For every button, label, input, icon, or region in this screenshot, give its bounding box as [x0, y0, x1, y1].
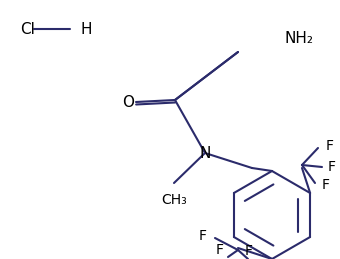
Text: O: O	[122, 95, 134, 110]
Text: H: H	[80, 21, 91, 37]
Text: NH₂: NH₂	[285, 31, 314, 46]
Text: N: N	[199, 146, 211, 161]
Text: F: F	[245, 244, 253, 258]
Text: F: F	[328, 160, 336, 174]
Text: F: F	[199, 229, 207, 243]
Text: Cl: Cl	[20, 21, 35, 37]
Text: F: F	[322, 178, 330, 192]
Text: F: F	[326, 139, 334, 153]
Text: F: F	[216, 243, 224, 257]
Text: CH₃: CH₃	[161, 193, 187, 207]
